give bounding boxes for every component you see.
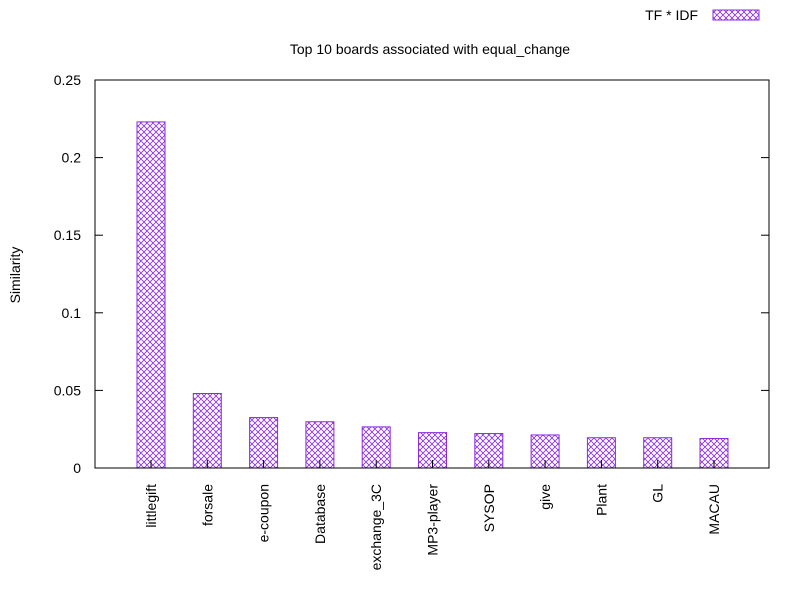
bar-forsale (192, 393, 222, 469)
x-tick-label: Plant (593, 484, 609, 516)
x-tick-label: give (537, 484, 553, 510)
y-axis: 0 0.05 0.1 0.15 0.2 0.25 (54, 72, 769, 476)
x-axis: littlegift forsale e-coupon Database exchang… (143, 460, 722, 570)
y-tick-label: 0.15 (54, 227, 81, 243)
x-tick-label: forsale (199, 484, 215, 526)
bars (136, 121, 729, 469)
y-tick-label: 0.2 (62, 150, 82, 166)
legend-label: TF * IDF (645, 7, 698, 23)
chart-title: Top 10 boards associated with equal_chan… (290, 41, 570, 57)
x-tick-label: exchange_3C (368, 484, 384, 570)
plot-frame (94, 79, 770, 469)
y-tick-label: 0.05 (54, 382, 81, 398)
x-tick-label: GL (650, 484, 666, 503)
y-tick-label: 0 (73, 460, 81, 476)
y-axis-label: Similarity (7, 247, 23, 304)
x-tick-label: MP3-player (425, 484, 441, 556)
x-tick-label: MACAU (706, 484, 722, 535)
y-tick-label: 0.1 (62, 305, 82, 321)
x-tick-label: e-coupon (256, 484, 272, 542)
y-tick-label: 0.25 (54, 72, 81, 88)
legend: TF * IDF (645, 7, 760, 23)
bar-littlegift (136, 121, 166, 469)
legend-swatch (712, 9, 760, 21)
x-tick-label: littlegift (143, 484, 159, 528)
x-tick-label: SYSOP (481, 484, 497, 532)
x-tick-label: Database (312, 484, 328, 544)
